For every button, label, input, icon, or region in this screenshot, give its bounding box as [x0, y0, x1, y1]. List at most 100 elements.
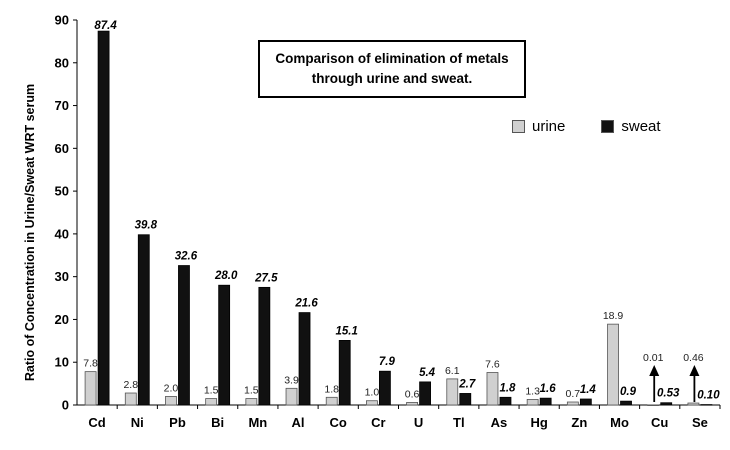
bar-sweat	[459, 393, 472, 406]
x-tick-label: Zn	[571, 415, 587, 430]
y-tick-label: 70	[55, 98, 69, 113]
data-label-urine: 0.7	[566, 388, 581, 400]
data-label-urine: 7.6	[485, 358, 500, 370]
bar-sweat	[338, 340, 351, 406]
x-tick-label: Al	[292, 415, 305, 430]
bar-sweat	[539, 397, 552, 406]
bar-urine	[687, 402, 700, 406]
y-tick-label: 0	[62, 398, 69, 413]
bar-urine	[245, 398, 258, 406]
bar-urine	[285, 387, 298, 406]
legend-item-urine: urine	[512, 118, 565, 135]
y-tick-label: 20	[55, 312, 69, 327]
bar-urine	[446, 378, 459, 406]
y-tick-label: 30	[55, 269, 69, 284]
data-label-sweat: 2.7	[458, 378, 476, 390]
bar-urine	[526, 399, 539, 406]
x-tick-label: Mn	[248, 415, 267, 430]
x-tick-label: Cu	[651, 415, 668, 430]
data-label-urine: 0.46	[683, 352, 704, 364]
data-label-urine: 1.5	[244, 385, 259, 397]
legend: urine sweat	[512, 118, 697, 135]
bar-urine	[406, 402, 418, 406]
bar-sweat	[298, 312, 311, 406]
x-tick-label: Co	[330, 415, 347, 430]
bar-urine	[165, 396, 177, 406]
legend-swatch-sweat	[601, 120, 615, 133]
bar-urine	[124, 392, 137, 406]
chart-title: Comparison of elimination of metals thro…	[258, 40, 526, 98]
data-label-sweat: 5.4	[419, 367, 436, 379]
data-label-urine: 2.8	[123, 379, 138, 391]
data-label-sweat: 1.6	[540, 383, 557, 395]
x-tick-label: Mo	[610, 415, 629, 430]
bar-sweat	[660, 402, 673, 406]
data-label-sweat: 7.9	[379, 356, 396, 368]
bar-sweat	[499, 396, 512, 406]
data-label-urine: 0.6	[405, 388, 420, 400]
legend-swatch-urine	[512, 120, 525, 133]
data-label-urine: 1.3	[525, 385, 540, 397]
data-label-urine: 2.0	[164, 382, 179, 394]
y-tick-label: 90	[55, 13, 69, 28]
x-tick-label: Pb	[169, 415, 186, 430]
y-tick-label: 40	[55, 226, 69, 241]
data-label-sweat: 0.10	[697, 390, 720, 402]
legend-label-sweat: sweat	[621, 118, 661, 135]
bar-sweat	[579, 398, 592, 406]
bar-urine	[566, 401, 579, 406]
bar-sweat	[178, 265, 190, 406]
bar-urine	[325, 396, 338, 406]
y-tick-label: 10	[55, 355, 69, 370]
data-label-sweat: 0.53	[657, 388, 680, 400]
x-tick-label: Cd	[88, 415, 105, 430]
y-tick-label: 50	[55, 184, 69, 199]
legend-label-urine: urine	[532, 118, 566, 135]
x-tick-label: Tl	[453, 415, 465, 430]
x-tick-label: Ni	[131, 415, 144, 430]
data-label-sweat: 27.5	[254, 272, 278, 284]
data-label-urine: 1.5	[204, 385, 219, 397]
x-tick-label: As	[491, 415, 508, 430]
chart-title-line-1: Comparison of elimination of metals	[275, 51, 509, 66]
data-label-urine: 1.8	[324, 383, 339, 395]
bar-urine	[366, 400, 378, 406]
data-label-urine: 7.8	[83, 358, 98, 370]
data-label-urine: 6.1	[445, 365, 460, 377]
data-label-sweat: 28.0	[214, 270, 238, 282]
bar-urine	[84, 371, 97, 406]
bar-sweat	[258, 286, 271, 406]
bar-urine	[607, 323, 619, 406]
y-tick-label: 60	[55, 141, 69, 156]
x-tick-label: Hg	[530, 415, 547, 430]
x-tick-label: Cr	[371, 415, 385, 430]
x-tick-label: Bi	[211, 415, 224, 430]
data-label-urine: 18.9	[603, 310, 624, 322]
up-arrow-head	[649, 365, 660, 376]
data-label-urine: 0.01	[643, 352, 664, 364]
data-label-urine: 3.9	[284, 374, 299, 386]
bar-urine	[486, 372, 499, 406]
y-axis-label: Ratio of Concentration in Urine/Sweat WR…	[23, 84, 37, 381]
data-label-sweat: 1.8	[499, 382, 516, 394]
up-arrow-head	[689, 365, 700, 376]
bar-sweat	[97, 30, 110, 406]
bar-sweat	[137, 234, 150, 406]
data-label-sweat: 32.6	[175, 251, 198, 263]
bar-sweat	[419, 381, 431, 406]
chart-title-line-2: through urine and sweat.	[311, 71, 473, 86]
data-label-sweat: 15.1	[336, 325, 358, 337]
bar-urine	[647, 404, 660, 406]
y-tick-label: 80	[55, 55, 69, 70]
data-label-urine: 1.0	[365, 387, 380, 399]
bar-sweat	[700, 404, 713, 406]
data-label-sweat: 21.6	[294, 298, 318, 310]
x-tick-label: U	[414, 415, 423, 430]
x-tick-label: Se	[692, 415, 708, 430]
data-label-sweat: 87.4	[94, 20, 117, 32]
bar-sweat	[379, 370, 391, 406]
bar-sweat	[218, 284, 231, 406]
data-label-sweat: 0.9	[620, 386, 637, 398]
legend-item-sweat: sweat	[601, 118, 661, 135]
